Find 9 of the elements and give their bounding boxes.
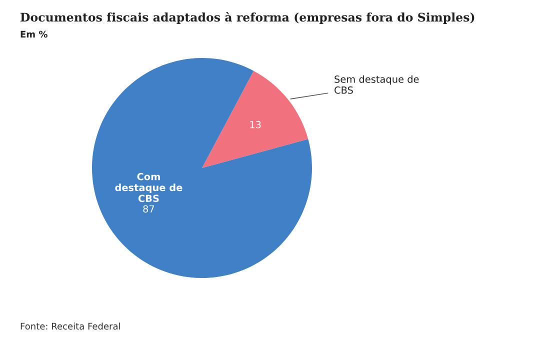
data-label: 13	[250, 120, 261, 128]
slice-label: Com destaque de CBS	[115, 172, 182, 202]
chart-title: Documentos fiscais adaptados à reforma (empresas fora do Simples)	[20, 12, 474, 24]
data-label: 87	[143, 205, 154, 213]
chart-subtitle: Em %	[20, 30, 48, 38]
pie-slice	[92, 58, 312, 278]
source-note: Fonte: Receita Federal	[20, 322, 120, 330]
pie-slice	[202, 70, 308, 168]
slice-label: Sem destaque de CBS	[334, 75, 419, 94]
